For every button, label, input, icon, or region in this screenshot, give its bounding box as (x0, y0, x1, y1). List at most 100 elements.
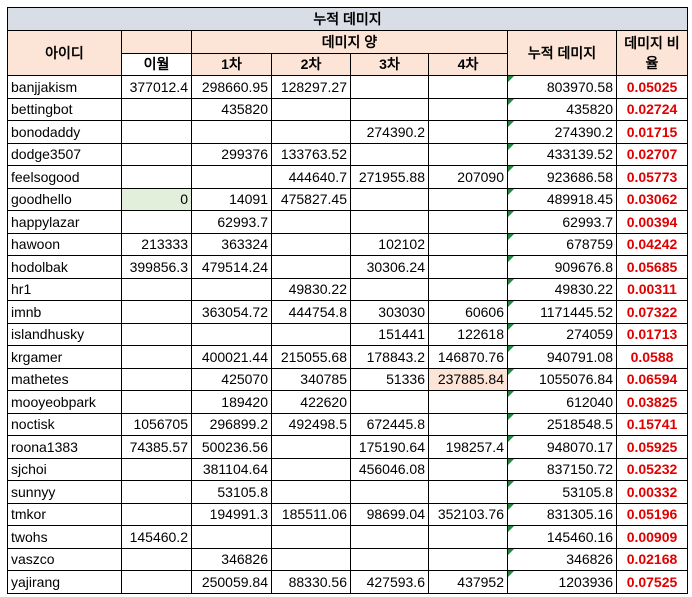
data-row: dodge3507 299376 133763.52 433139.52 0.02707 (7, 142, 688, 166)
value-cell: 1055076.84 (507, 367, 617, 391)
value-cell (428, 210, 508, 234)
value-cell: 274390.2 (350, 120, 429, 144)
value-cell: 194991.3 (191, 502, 272, 526)
ratio-cell: 0.00394 (616, 210, 688, 234)
value-cell (350, 547, 429, 571)
ratio-cell: 0.05232 (616, 457, 688, 481)
value-cell: 672445.8 (350, 412, 429, 436)
value-cell (428, 142, 508, 166)
value-cell: 435820 (191, 97, 272, 121)
value-cell (428, 120, 508, 144)
ratio-cell: 0.05773 (616, 165, 688, 189)
value-cell: 145460.16 (507, 525, 617, 549)
value-cell: 0 (121, 187, 192, 211)
data-row: hr1 49830.22 49830.22 0.00311 (7, 277, 688, 301)
value-cell: 62993.7 (191, 210, 272, 234)
value-cell (191, 277, 272, 301)
value-cell: 296899.2 (191, 412, 272, 436)
user-id: sjchoi (7, 457, 122, 481)
value-cell (271, 255, 351, 279)
value-cell: 74385.57 (121, 435, 192, 459)
value-cell: 88330.56 (271, 570, 351, 594)
value-cell: 456046.08 (350, 457, 429, 481)
header-row: 아이디 데미지 양 누적 데미지 데미지 비율 (7, 30, 688, 76)
value-cell: 363324 (191, 232, 272, 256)
value-cell (121, 210, 192, 234)
ratio-cell: 0.07322 (616, 300, 688, 324)
user-id: hr1 (7, 277, 122, 301)
value-cell (428, 412, 508, 436)
data-row: sjchoi 381104.64 456046.08 837150.72 0.05232 (7, 457, 688, 481)
value-cell: 500236.56 (191, 435, 272, 459)
value-cell: 381104.64 (191, 457, 272, 481)
user-id: happylazar (7, 210, 122, 234)
value-cell (350, 210, 429, 234)
data-row: hawoon 213333 363324 102102 678759 0.04242 (7, 232, 688, 256)
value-cell: 1171445.52 (507, 300, 617, 324)
header-cell: 2차 (271, 52, 351, 76)
value-cell (428, 277, 508, 301)
data-row: mathetes 425070 340785 51336 237885.84 105507… (7, 367, 688, 391)
user-id: feelsogood (7, 165, 122, 189)
value-cell: 346826 (191, 547, 272, 571)
ratio-cell: 0.05025 (616, 75, 688, 99)
value-cell: 250059.84 (191, 570, 272, 594)
value-cell: 146870.76 (428, 345, 508, 369)
value-cell: 51336 (350, 367, 429, 391)
data-row: goodhello 0 14091 475827.45 489918.45 0.03062 (7, 187, 688, 211)
value-cell: 427593.6 (350, 570, 429, 594)
ratio-cell: 0.00332 (616, 480, 688, 504)
value-cell (428, 187, 508, 211)
value-cell: 1056705 (121, 412, 192, 436)
data-row: mooyeobpark 189420 422620 612040 0.03825 (7, 390, 688, 414)
value-cell: 909676.8 (507, 255, 617, 279)
value-cell: 352103.76 (428, 502, 508, 526)
data-row: hodolbak 399856.3 479514.24 30306.24 909676.… (7, 255, 688, 279)
data-row: islandhusky 151441 122618 274059 0.01713 (7, 322, 688, 346)
value-cell: 435820 (507, 97, 617, 121)
value-cell: 363054.72 (191, 300, 272, 324)
value-cell: 803970.58 (507, 75, 617, 99)
value-cell (350, 187, 429, 211)
value-cell: 30306.24 (350, 255, 429, 279)
value-cell: 400021.44 (191, 345, 272, 369)
title-row: 누적 데미지 (7, 7, 688, 31)
value-cell: 2518548.5 (507, 412, 617, 436)
value-cell: 237885.84 (428, 367, 508, 391)
user-id: yajirang (7, 570, 122, 594)
value-cell: 678759 (507, 232, 617, 256)
value-cell: 492498.5 (271, 412, 351, 436)
value-cell: 475827.45 (271, 187, 351, 211)
value-cell: 175190.64 (350, 435, 429, 459)
value-cell: 102102 (350, 232, 429, 256)
value-cell: 948070.17 (507, 435, 617, 459)
value-cell: 399856.3 (121, 255, 192, 279)
header-cell: 4차 (428, 52, 508, 76)
value-cell (121, 277, 192, 301)
value-cell: 433139.52 (507, 142, 617, 166)
header-cell: 데미지 양 (191, 30, 508, 54)
value-cell: 340785 (271, 367, 351, 391)
ratio-cell: 0.02724 (616, 97, 688, 121)
ratio-cell: 0.05685 (616, 255, 688, 279)
value-cell: 303030 (350, 300, 429, 324)
ratio-cell: 0.00311 (616, 277, 688, 301)
user-id: vaszco (7, 547, 122, 571)
value-cell: 49830.22 (271, 277, 351, 301)
value-cell (271, 322, 351, 346)
value-cell: 53105.8 (191, 480, 272, 504)
value-cell (121, 165, 192, 189)
value-cell (121, 502, 192, 526)
value-cell: 425070 (191, 367, 272, 391)
value-cell (271, 120, 351, 144)
header-cell: 1차 (191, 52, 272, 76)
user-id: mooyeobpark (7, 390, 122, 414)
value-cell (121, 97, 192, 121)
value-cell: 437952 (428, 570, 508, 594)
value-cell: 49830.22 (507, 277, 617, 301)
value-cell: 274390.2 (507, 120, 617, 144)
value-cell (428, 547, 508, 571)
value-cell (350, 142, 429, 166)
header-cell: 데미지 비율 (616, 30, 688, 76)
user-id: dodge3507 (7, 142, 122, 166)
